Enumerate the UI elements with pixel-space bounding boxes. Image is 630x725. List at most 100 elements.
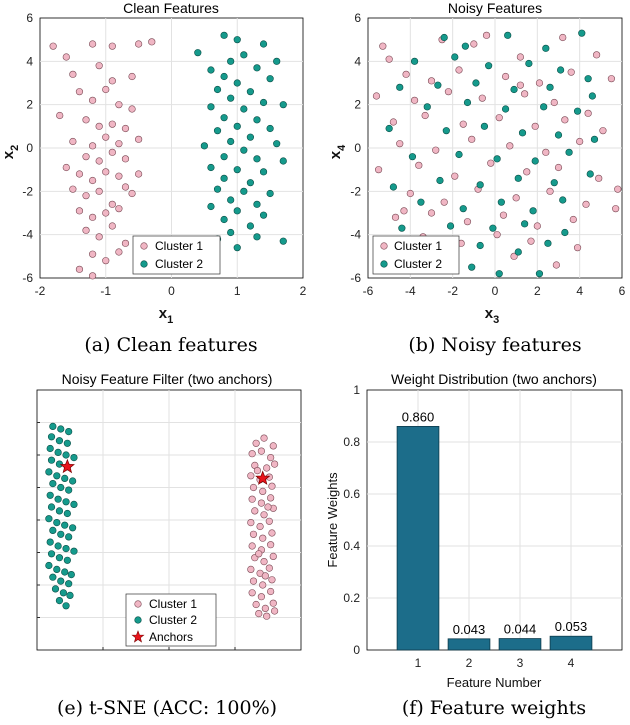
noisy-point-2 [546,83,554,91]
noisy-point-1 [607,75,616,83]
clean-ytick-label: 4 [26,54,33,68]
noisy-point-1 [396,140,404,148]
tsne-point-2 [62,602,70,610]
clean-legend-marker-1 [140,242,148,250]
clean-point-1 [82,116,90,124]
tsne-point-2 [70,547,78,555]
noisy-point-1 [516,81,525,89]
tsne-point-2 [61,521,69,529]
tsne-point-2 [49,480,57,488]
noisy-point-1 [546,187,554,195]
clean-point-2 [259,168,268,176]
noisy-point-2 [398,224,406,232]
tsne-point-2 [67,570,75,579]
clean-point-2 [194,49,202,57]
clean-point-2 [246,179,254,187]
noisy-point-1 [561,116,569,124]
noisy-point-1 [506,142,514,150]
clean-xtick-label: 1 [234,284,241,298]
clean-point-2 [240,105,248,113]
noisy-point-2 [485,62,493,70]
noisy-point-1 [554,163,563,172]
clean-legend-marker-2 [140,260,148,268]
tsne-point-2 [51,585,60,593]
noisy-point-2 [542,44,550,52]
clean-point-1 [95,187,103,195]
clean-point-2 [253,233,261,241]
clean-point-1 [135,135,143,143]
clean-point-1 [115,140,123,148]
clean-point-1 [108,120,116,128]
tsne-point-1 [256,522,264,531]
clean-ytick-label: 0 [26,141,33,155]
clean-point-2 [259,40,268,48]
clean-point-1 [82,192,90,200]
weights-ytick-label: 0.4 [343,539,360,553]
tsne-point-2 [66,591,74,600]
tsne-point-1 [265,564,273,572]
noisy-point-1 [478,94,486,102]
noisy-point-2 [489,224,497,232]
clean-xtick-label: 0 [168,284,175,298]
noisy-point-1 [487,159,495,167]
noisy-point-1 [421,111,429,120]
tsne-point-1 [269,599,277,607]
noisy-point-2 [521,220,529,228]
clean-point-2 [266,75,274,83]
noisy-ytick-label: 6 [354,11,361,25]
clean-point-2 [233,244,241,252]
clean-legend-label-2: Cluster 2 [155,257,203,271]
clean-xtick-label: 2 [300,284,307,298]
clean-point-2 [207,163,215,172]
tsne-point-2 [57,577,65,585]
clean-points [49,31,287,280]
noisy-point-1 [523,168,531,176]
tsne-point-2 [62,544,70,553]
noisy-point-2 [518,129,527,137]
clean-ytick-label: -6 [22,271,33,285]
noisy-point-1 [516,53,525,61]
noisy-point-2 [468,263,476,271]
noisy-point-2 [554,131,563,139]
noisy-ytick-label: 2 [354,98,361,112]
clean-point-1 [135,170,143,178]
noisy-point-1 [406,189,414,198]
noisy-point-1 [482,31,491,39]
tsne-grid [37,390,301,650]
noisy-point-2 [472,79,480,87]
tsne-legend: Cluster 1 Cluster 2 Anchors [125,593,217,647]
clean-point-1 [82,226,90,234]
noisy-point-1 [527,237,535,245]
noisy-point-1 [510,252,518,260]
tsne-legend-marker-2 [134,616,142,624]
tsne-point-2 [62,451,70,459]
weight-bar-label-1: 0.860 [402,409,435,424]
tsne-point-2 [49,573,57,581]
clean-point-2 [279,237,287,245]
tsne-point-1 [247,472,255,480]
noisy-title: Noisy Features [448,0,542,16]
tsne-point-1 [255,550,263,558]
noisy-point-2 [529,207,537,215]
weights-xtick-label: 1 [415,656,422,670]
noisy-point-2 [493,155,501,163]
tsne-point-1 [252,439,260,447]
clean-ylabel: x2 [0,145,21,159]
tsne-point-2 [57,530,65,538]
clean-point-1 [95,157,103,165]
clean-point-1 [62,53,70,61]
tsne-point-2 [55,554,64,562]
caption-a: (a) Clean features [84,334,257,356]
tsne-point-1 [253,467,262,475]
noisy-point-1 [535,79,544,87]
noisy-point-2 [590,135,599,143]
clean-point-1 [88,272,97,280]
tsne-point-2 [45,515,53,523]
tsne-point-2 [53,565,61,574]
noisy-point-1 [402,70,410,78]
tsne-legend-label-3: Anchors [149,630,193,644]
clean-point-1 [108,42,116,50]
clean-point-2 [213,127,222,135]
tsne-point-1 [249,577,258,585]
